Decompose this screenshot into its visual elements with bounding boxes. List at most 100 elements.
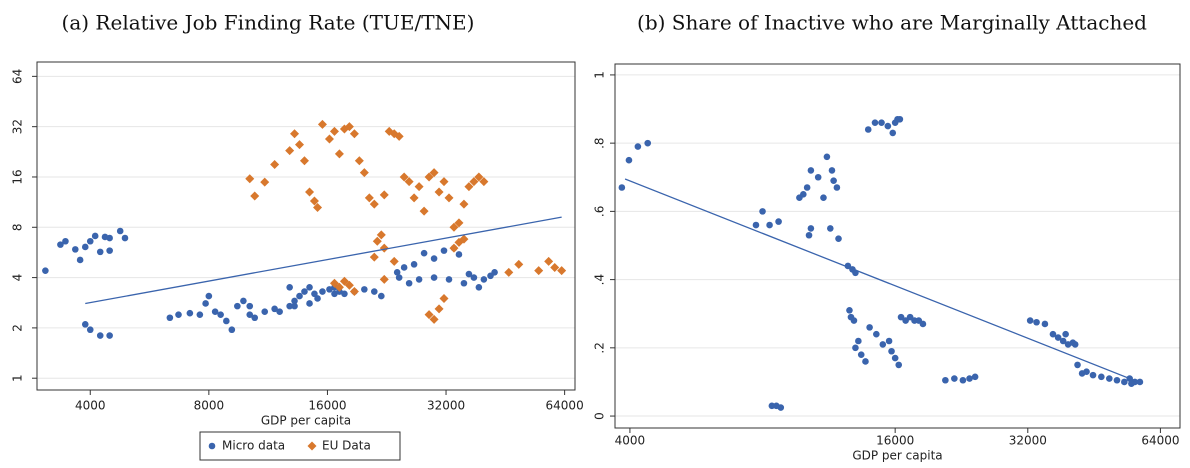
point [514,259,524,269]
point [857,351,865,358]
legend-marker [307,441,317,451]
point [395,274,403,281]
point [830,177,837,184]
point [896,115,904,123]
y-tick-label: 16 [11,169,25,184]
x-tick-label: 16000 [876,434,914,448]
plot-frame [36,61,576,391]
point [942,376,949,384]
x-tick-label: 32000 [1009,434,1047,448]
point [409,193,419,203]
point [414,182,424,192]
point [285,146,295,156]
legend-box [199,431,401,461]
point [57,241,64,248]
y-tick-label: .4 [593,274,607,285]
point [306,300,313,307]
point [228,326,236,334]
point [1062,330,1069,338]
point [1098,373,1105,381]
point [827,225,834,232]
point [319,288,326,295]
point [81,321,89,328]
point [86,237,94,245]
point [166,314,174,322]
point [329,126,339,136]
point [1054,334,1062,341]
point [777,404,785,411]
point [334,282,344,292]
legend-label: Micro data [222,439,285,453]
x-tick-label: 64000 [1141,434,1179,448]
point [420,249,428,257]
point [919,320,927,328]
point [1113,376,1121,384]
point [971,373,979,381]
point [271,305,278,313]
chart-title: (b) Share of Inactive who are Marginally… [637,11,1147,35]
point [349,129,359,139]
point [261,308,269,316]
point [317,119,327,129]
y-tick-label: 32 [11,119,25,134]
point [276,308,283,316]
point [852,344,859,352]
point [250,191,260,201]
point [217,311,224,318]
point [344,122,354,132]
point [1074,361,1081,369]
point [504,267,514,277]
point [324,134,334,144]
point [855,337,862,345]
point [260,177,270,187]
point [889,129,897,137]
point [369,252,379,262]
point [379,190,389,200]
point [42,267,49,274]
point [205,292,213,300]
point [223,317,230,325]
point [1089,371,1097,379]
point [846,307,853,314]
y-tick-label: 2 [11,324,25,332]
point [404,177,414,187]
point [234,302,241,310]
point [644,139,652,147]
point [449,222,459,232]
y-tick-label: 8 [11,223,25,231]
point [1128,380,1135,387]
point [766,221,773,229]
point [311,290,318,298]
point [349,287,359,297]
point [370,288,378,295]
point [81,243,89,251]
point [951,375,958,382]
x-tick-label: 64000 [546,399,584,413]
point [309,196,319,206]
point [470,274,478,281]
point [803,184,811,191]
point [807,225,815,232]
point [62,237,69,245]
point [871,119,879,126]
point [888,347,895,355]
point [465,270,473,278]
point [246,302,254,310]
point [430,274,438,281]
point [202,300,209,307]
point [246,311,254,318]
point [410,261,418,268]
point [752,221,760,229]
point [814,173,822,181]
point [820,194,827,202]
point [460,279,468,287]
point [1049,330,1057,338]
point [245,174,255,184]
point [76,256,84,264]
point [1121,378,1128,386]
point [429,314,439,324]
point [434,304,444,314]
y-tick-label: 0 [593,412,607,420]
point [400,264,408,271]
point [71,246,79,253]
